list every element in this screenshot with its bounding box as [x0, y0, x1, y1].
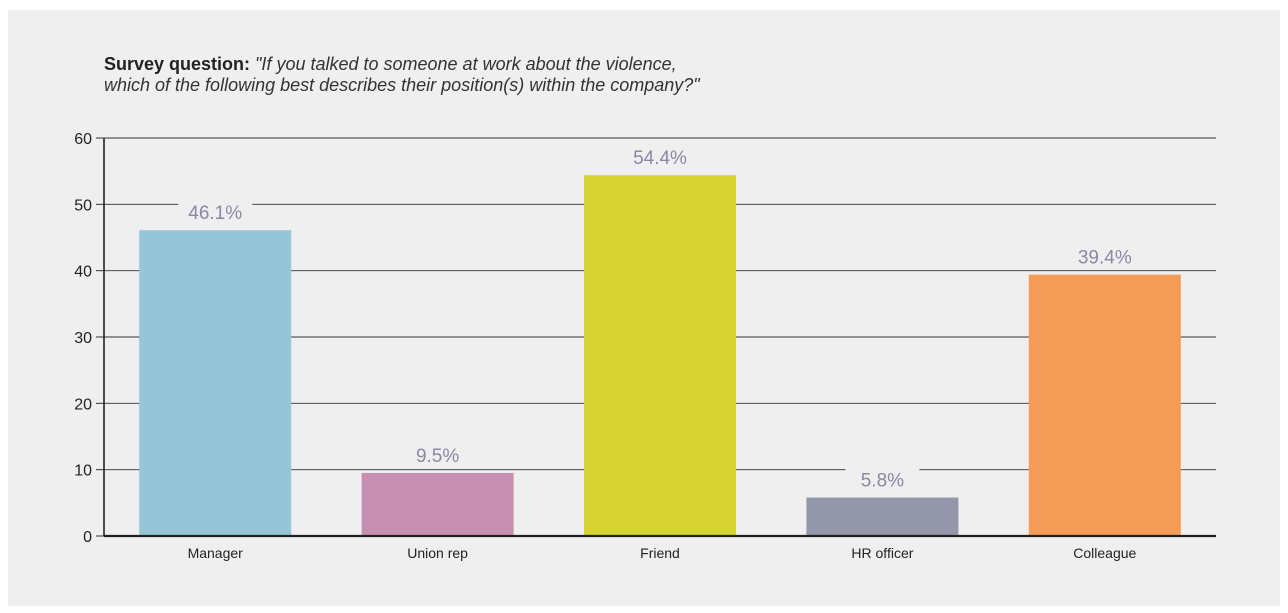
y-tick-label: 60	[74, 131, 92, 148]
survey-question: Survey question: "If you talked to someo…	[104, 54, 1004, 96]
data-label: 39.4%	[1078, 248, 1132, 269]
y-tick-label: 50	[74, 197, 92, 214]
data-label: 54.4%	[633, 148, 687, 169]
data-label-bg	[1067, 244, 1142, 269]
data-label: 9.5%	[416, 446, 459, 467]
data-label-bg	[623, 145, 697, 170]
question-text-line1: "If you talked to someone at work about …	[255, 54, 677, 74]
bar	[139, 230, 292, 536]
data-label: 5.8%	[861, 471, 904, 492]
bar	[584, 175, 736, 536]
bar	[806, 497, 959, 536]
bar	[361, 472, 514, 536]
x-tick-label: Union rep	[407, 545, 468, 561]
x-tick-label: Friend	[640, 545, 680, 561]
data-label-bg	[178, 200, 253, 225]
y-tick-label: 10	[74, 463, 92, 480]
x-tick-label: HR officer	[851, 545, 913, 561]
y-tick-label: 20	[74, 396, 92, 413]
question-label: Survey question:	[104, 54, 251, 74]
data-label-bg	[400, 442, 475, 467]
data-label: 46.1%	[188, 203, 242, 224]
x-tick-label: Manager	[188, 545, 244, 561]
y-tick-label: 0	[83, 529, 92, 546]
question-text-line2: which of the following best describes th…	[104, 75, 700, 95]
bar	[1028, 274, 1181, 536]
data-label-bg	[845, 467, 920, 492]
y-tick-label: 30	[74, 330, 92, 347]
x-tick-label: Colleague	[1073, 545, 1136, 561]
y-tick-label: 40	[74, 264, 92, 281]
